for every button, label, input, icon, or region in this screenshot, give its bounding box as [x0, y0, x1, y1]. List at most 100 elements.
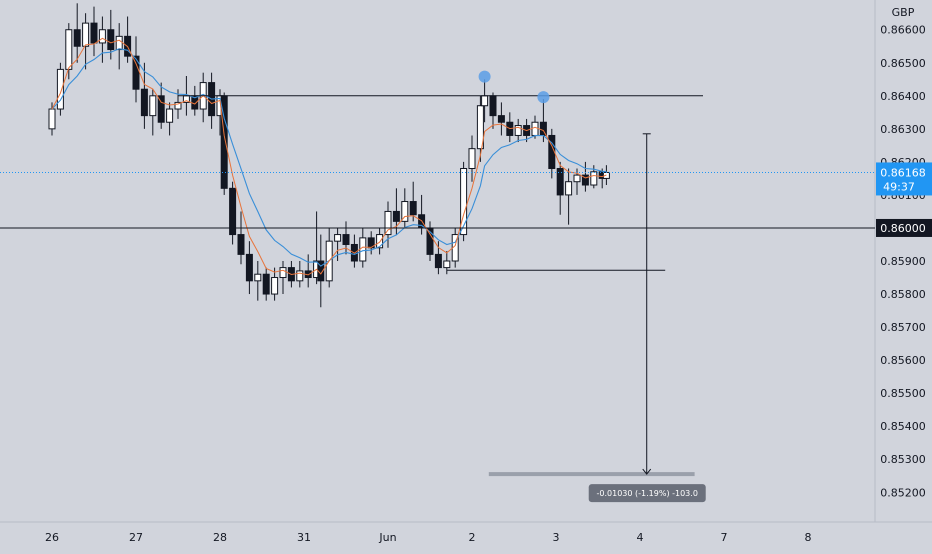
price-tick-label: 0.86600	[880, 24, 926, 37]
candle-body	[48, 108, 56, 130]
candle	[342, 221, 350, 255]
candle	[581, 161, 589, 192]
candle	[565, 168, 573, 225]
time-tick-label: 27	[129, 531, 143, 544]
candle	[384, 201, 392, 248]
candle-body	[254, 273, 262, 282]
candle	[262, 267, 270, 301]
current-price-label: 0.86168	[880, 166, 926, 179]
candle	[401, 188, 409, 228]
candle	[48, 102, 56, 136]
time-tick-label: 28	[213, 531, 227, 544]
candle-body	[107, 29, 115, 51]
candle-body	[166, 108, 174, 123]
time-tick-label: 7	[721, 531, 728, 544]
candle	[476, 95, 484, 162]
candle-body	[556, 167, 564, 196]
level-price-label: 0.86000	[880, 222, 926, 235]
price-tick-label: 0.85500	[880, 387, 926, 400]
currency-label: GBP	[892, 6, 915, 19]
candle	[149, 89, 157, 136]
candle	[229, 181, 237, 245]
candle-body	[98, 29, 106, 44]
time-tick-label: 26	[45, 531, 59, 544]
candle-body	[497, 115, 505, 123]
candle-body	[434, 253, 442, 269]
time-tick-label: 31	[297, 531, 311, 544]
candle-body	[481, 95, 489, 107]
price-tick-label: 0.85600	[880, 354, 926, 367]
candle	[514, 118, 522, 143]
candle-body	[359, 237, 367, 262]
candle-body	[443, 260, 451, 269]
candle	[497, 102, 505, 136]
candle-body	[115, 35, 123, 51]
candle-body	[565, 181, 573, 196]
candle-body	[82, 22, 90, 47]
candle	[254, 261, 262, 301]
candle-body	[489, 95, 497, 117]
candle-body	[376, 234, 384, 249]
candle-body	[573, 174, 581, 183]
candle-body	[65, 29, 73, 70]
candle	[556, 161, 564, 215]
candle	[409, 181, 417, 222]
candle	[245, 241, 253, 295]
candle	[157, 82, 165, 129]
candle	[107, 9, 115, 60]
candle	[237, 211, 245, 265]
candle-body	[409, 201, 417, 216]
candle-body	[581, 174, 589, 186]
candle	[73, 3, 81, 63]
candle-body	[392, 210, 400, 222]
time-tick-label: 8	[805, 531, 812, 544]
time-tick-label: 4	[637, 531, 644, 544]
candle	[271, 267, 279, 301]
candle-body	[514, 125, 522, 136]
candle	[132, 36, 140, 103]
candle	[140, 62, 148, 129]
time-tick-label: 3	[553, 531, 560, 544]
candle-body	[90, 22, 98, 44]
price-tick-label: 0.85300	[880, 453, 926, 466]
candle-body	[296, 270, 304, 282]
measure-label-box	[588, 484, 706, 503]
candle-body	[279, 267, 287, 279]
candle	[82, 13, 90, 70]
target-band[interactable]	[488, 472, 695, 477]
current-price-tag	[876, 162, 932, 196]
candle	[90, 6, 98, 57]
candle-body	[334, 234, 342, 242]
candle-body	[245, 253, 253, 282]
moving-average-orange	[51, 37, 607, 276]
measure-arrowhead	[642, 468, 652, 475]
price-tick-label: 0.85700	[880, 321, 926, 334]
level-price-tag	[876, 218, 932, 237]
price-tick-label: 0.85400	[880, 420, 926, 433]
candle-body	[271, 277, 279, 295]
peak-marker	[537, 91, 550, 104]
candle-body	[468, 148, 476, 169]
peak-markers	[478, 70, 550, 104]
peak-marker	[478, 70, 491, 83]
candle-body	[401, 201, 409, 222]
candle-body	[342, 234, 350, 245]
candle	[166, 102, 174, 136]
price-tick-label: 0.86500	[880, 57, 926, 70]
bar-countdown: 49:37	[883, 180, 915, 193]
candle-body	[262, 273, 270, 295]
candle-body	[476, 105, 484, 150]
candle-body	[460, 167, 468, 236]
candle-body	[56, 68, 64, 110]
candle-body	[140, 88, 148, 117]
price-tick-label: 0.85200	[880, 486, 926, 499]
time-tick-label: Jun	[378, 531, 396, 544]
candle-body	[132, 55, 140, 90]
candle-body	[237, 234, 245, 255]
price-tick-label: 0.86300	[880, 123, 926, 136]
price-axis-ticks: 0.866000.865000.864000.863000.862000.861…	[880, 24, 926, 500]
candle	[56, 62, 64, 116]
